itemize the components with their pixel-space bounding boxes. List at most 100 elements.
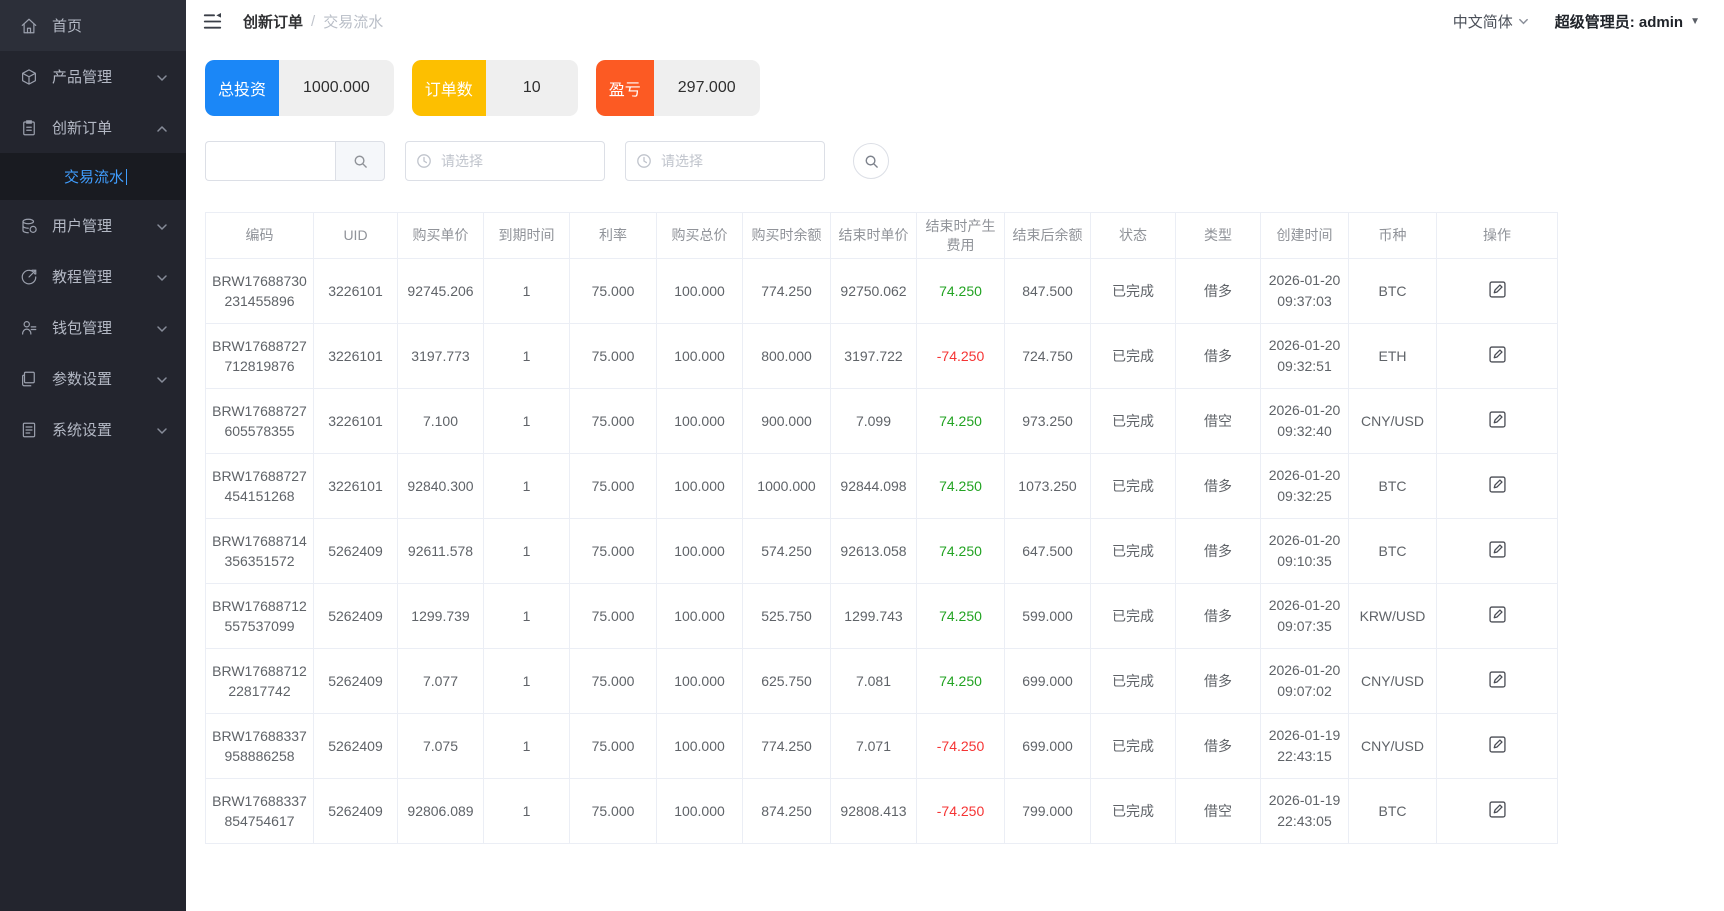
sidebar-item-6[interactable]: 参数设置 (0, 353, 186, 404)
cell-buy_price: 92745.206 (397, 258, 484, 324)
sidebar-item-label: 参数设置 (52, 371, 113, 388)
cell-balance_at_buy: 625.750 (742, 648, 831, 714)
cell-type: 借多 (1175, 323, 1261, 389)
cell-expire: 1 (483, 583, 570, 649)
edit-button[interactable] (1485, 732, 1510, 757)
sidebar-subitem[interactable]: 交易流水 (0, 153, 186, 200)
column-header: 到期时间 (483, 212, 570, 259)
cell-end_balance: 973.250 (1004, 388, 1091, 454)
cell-expire: 1 (483, 323, 570, 389)
cell-currency: BTC (1348, 518, 1437, 584)
cell-created: 2026-01-20 09:32:51 (1260, 323, 1349, 389)
cell-status: 已完成 (1090, 388, 1176, 454)
edit-button[interactable] (1485, 667, 1510, 692)
search-round-button[interactable] (853, 143, 889, 179)
filter-row (205, 141, 1724, 181)
cell-currency: CNY/USD (1348, 648, 1437, 714)
cell-buy_price: 7.100 (397, 388, 484, 454)
created-time: 22:43:15 (1277, 748, 1332, 764)
edit-button[interactable] (1485, 797, 1510, 822)
cell-end_balance: 647.500 (1004, 518, 1091, 584)
sidebar-item-label: 创新订单 (52, 120, 113, 137)
cell-status: 已完成 (1090, 323, 1176, 389)
stat-card-0: 总投资 1000.000 (205, 60, 394, 116)
edit-button[interactable] (1485, 602, 1510, 627)
cell-created: 2026-01-20 09:32:40 (1260, 388, 1349, 454)
cell-type: 借多 (1175, 453, 1261, 519)
cell-total: 100.000 (656, 258, 743, 324)
wallet-icon (20, 319, 38, 337)
cell-status: 已完成 (1090, 518, 1176, 584)
cell-end_price: 92750.062 (830, 258, 917, 324)
cell-end_price: 1299.743 (830, 583, 917, 649)
sidebar-item-3[interactable]: 用户管理 (0, 200, 186, 251)
cell-expire: 1 (483, 388, 570, 454)
cell-code: BRW17688337958886258 (205, 713, 314, 779)
cell-total: 100.000 (656, 388, 743, 454)
created-time: 09:32:40 (1277, 423, 1332, 439)
language-select[interactable]: 中文简体 (1453, 11, 1529, 32)
sidebar-collapse-icon[interactable] (203, 12, 223, 30)
cell-action (1436, 583, 1558, 649)
date-picker-start (405, 141, 605, 181)
cell-action (1436, 388, 1558, 454)
edit-button[interactable] (1485, 537, 1510, 562)
date-end-input[interactable] (625, 141, 825, 181)
cell-fee: 74.250 (916, 388, 1005, 454)
user-menu[interactable]: 超级管理员: admin ▼ (1555, 11, 1700, 32)
column-header: 结束后余额 (1004, 212, 1091, 259)
cell-rate: 75.000 (569, 258, 657, 324)
cell-total: 100.000 (656, 648, 743, 714)
cell-expire: 1 (483, 778, 570, 844)
cell-end_price: 7.081 (830, 648, 917, 714)
column-header: 创建时间 (1260, 212, 1349, 259)
cell-end_price: 7.099 (830, 388, 917, 454)
system-icon (20, 421, 38, 439)
sidebar-item-4[interactable]: 教程管理 (0, 251, 186, 302)
cell-balance_at_buy: 525.750 (742, 583, 831, 649)
cell-code: BRW17688730231455896 (205, 258, 314, 324)
sidebar-item-0[interactable]: 首页 (0, 0, 186, 51)
sidebar-item-5[interactable]: 钱包管理 (0, 302, 186, 353)
stat-card-1: 订单数 10 (411, 60, 578, 116)
sidebar-item-7[interactable]: 系统设置 (0, 404, 186, 455)
breadcrumb-separator: / (311, 12, 316, 30)
cell-rate: 75.000 (569, 518, 657, 584)
cell-status: 已完成 (1090, 713, 1176, 779)
column-header: 币种 (1348, 212, 1437, 259)
cell-end_price: 3197.722 (830, 323, 917, 389)
edit-button[interactable] (1485, 277, 1510, 302)
created-date: 2026-01-20 (1268, 597, 1341, 613)
search-icon (865, 155, 878, 168)
cell-buy_price: 92611.578 (397, 518, 484, 584)
edit-button[interactable] (1485, 472, 1510, 497)
cell-end_price: 92844.098 (830, 453, 917, 519)
cell-code: BRW17688727605578355 (205, 388, 314, 454)
chevron-down-icon (156, 220, 168, 232)
created-date: 2026-01-20 (1268, 662, 1341, 678)
cell-balance_at_buy: 1000.000 (742, 453, 831, 519)
date-start-input[interactable] (405, 141, 605, 181)
edit-button[interactable] (1485, 407, 1510, 432)
created-time: 09:07:02 (1277, 683, 1332, 699)
search-input[interactable] (205, 141, 335, 181)
column-header: 购买单价 (397, 212, 484, 259)
cell-total: 100.000 (656, 518, 743, 584)
cell-uid: 5262409 (313, 518, 398, 584)
cell-balance_at_buy: 800.000 (742, 323, 831, 389)
breadcrumb-parent[interactable]: 创新订单 (243, 13, 304, 31)
table-row: BRW17688714356351572 5262409 92611.578 1 75.… (205, 518, 1558, 584)
column-header: 购买总价 (656, 212, 743, 259)
search-append-button[interactable] (335, 141, 385, 181)
cell-code: BRW17688337854754617 (205, 778, 314, 844)
cell-end_price: 92613.058 (830, 518, 917, 584)
edit-button[interactable] (1485, 342, 1510, 367)
stat-card-2: 盈亏 297.000 (595, 60, 760, 116)
sidebar-item-2[interactable]: 创新订单 (0, 102, 186, 153)
sidebar-item-1[interactable]: 产品管理 (0, 51, 186, 102)
text-cursor (126, 168, 128, 185)
edit-icon (1488, 541, 1506, 558)
sidebar-item-label: 用户管理 (52, 218, 113, 235)
cell-currency: BTC (1348, 778, 1437, 844)
cell-type: 借空 (1175, 778, 1261, 844)
